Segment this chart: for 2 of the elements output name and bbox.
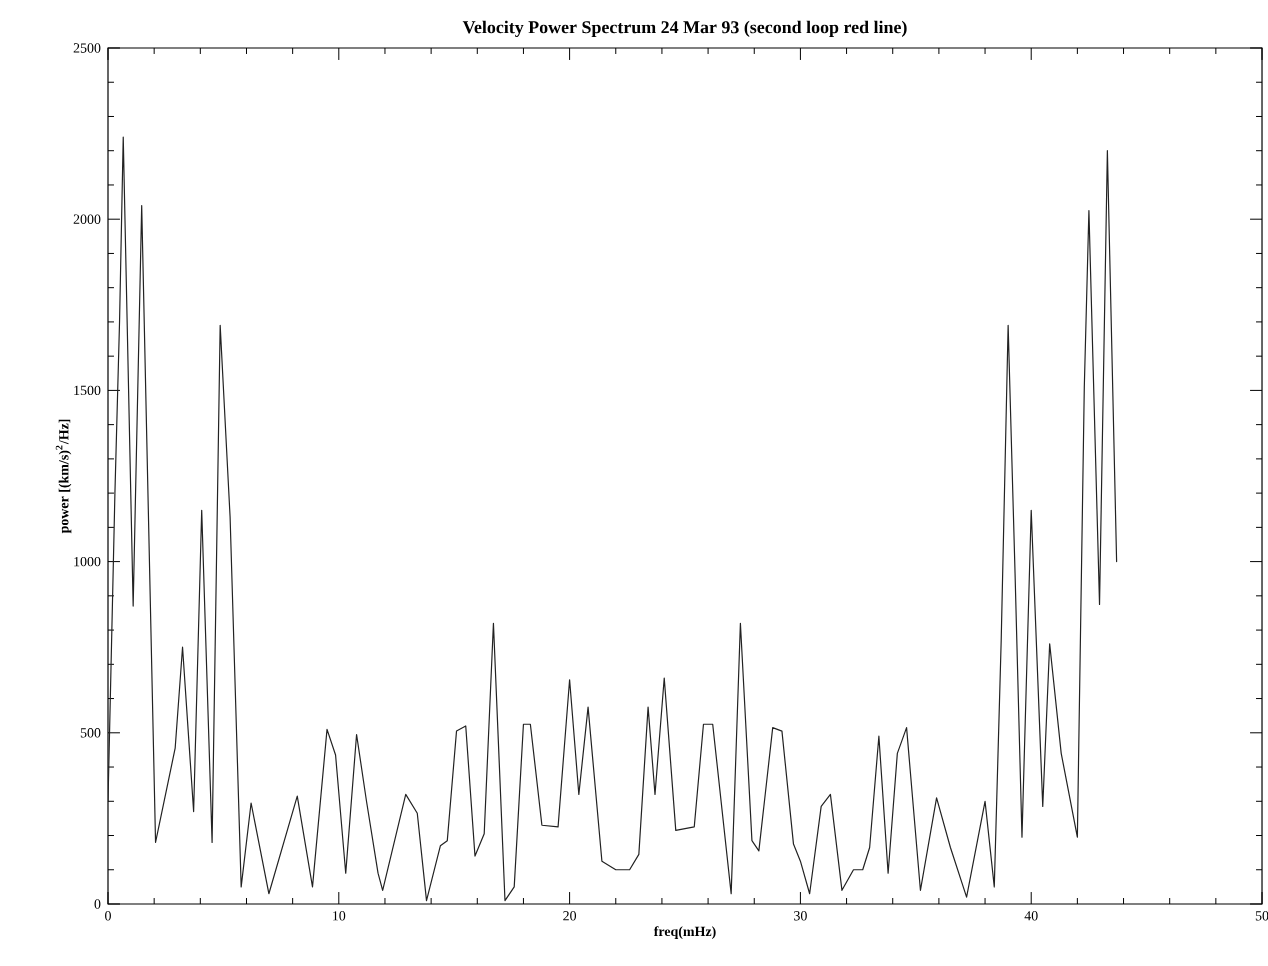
- chart-title: Velocity Power Spectrum 24 Mar 93 (second loop red line): [462, 20, 907, 37]
- line-series: [108, 136, 1118, 902]
